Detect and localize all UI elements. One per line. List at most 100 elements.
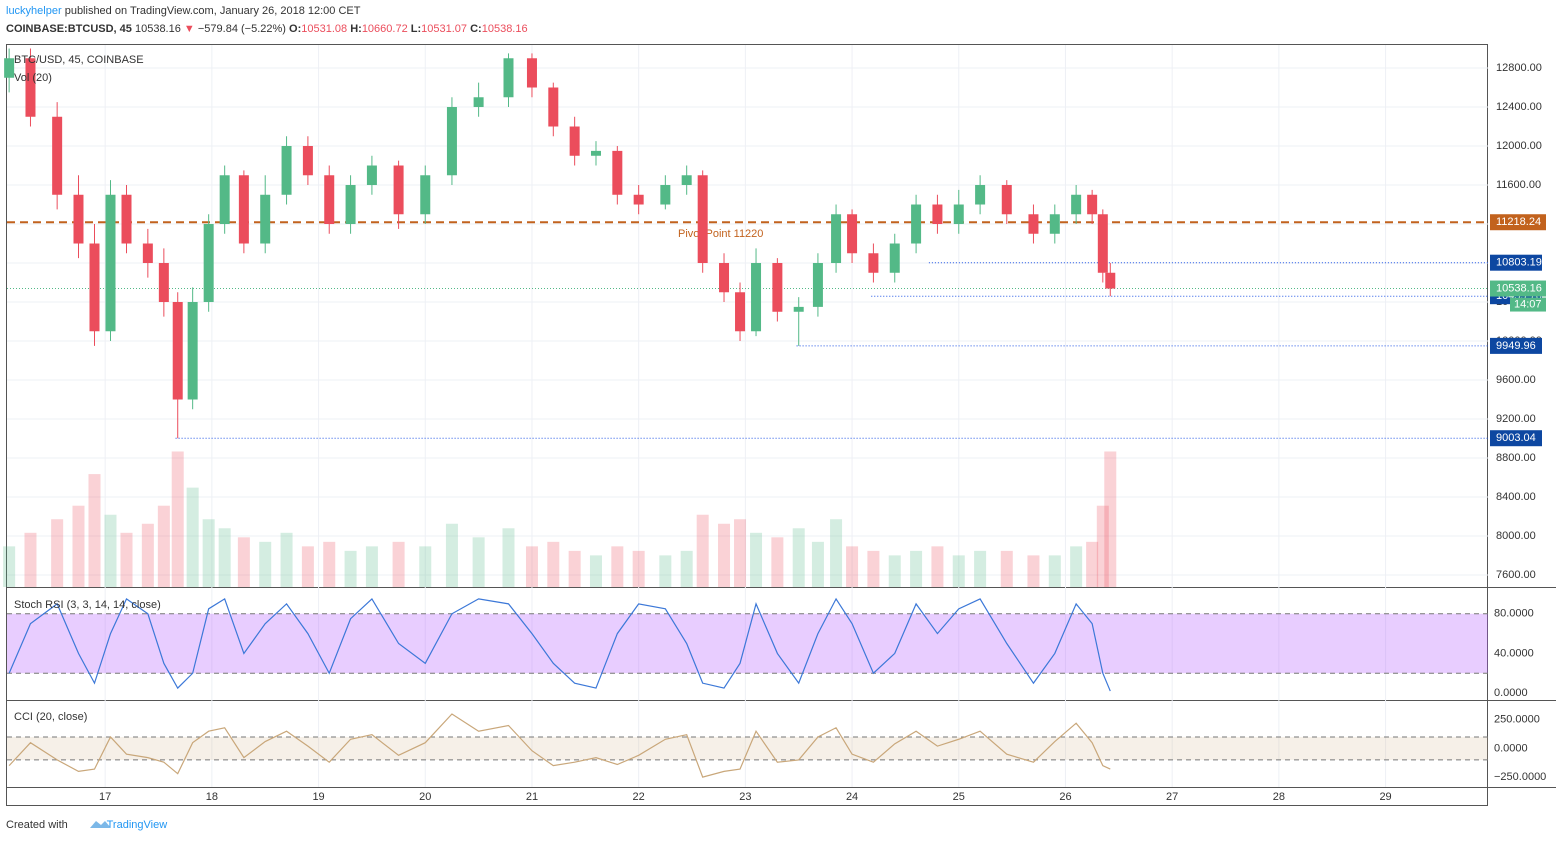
change: −579.84 (−5.22%) xyxy=(198,23,286,35)
volume-bar xyxy=(568,550,581,587)
logo xyxy=(90,821,111,828)
x-tick-label: 21 xyxy=(526,791,538,803)
candle-body xyxy=(260,194,271,244)
candle-body xyxy=(89,243,100,332)
frame xyxy=(6,44,1488,806)
candle-body xyxy=(25,58,36,117)
band xyxy=(7,613,1488,674)
y-tick-label: 8000.00 xyxy=(1496,530,1536,542)
candle-body xyxy=(503,58,514,98)
y-tick-label: 7600.00 xyxy=(1496,569,1536,581)
price-tag xyxy=(1490,280,1546,297)
candle-body xyxy=(681,175,692,186)
y-tick-label: 12800.00 xyxy=(1496,62,1542,74)
x-tick-label: 19 xyxy=(312,791,324,803)
y-tick-label: 8400.00 xyxy=(1496,491,1536,503)
volume-bar xyxy=(811,541,824,587)
y-tick-label: 0.0000 xyxy=(1494,742,1528,754)
candle-body xyxy=(203,224,214,303)
candle-body xyxy=(831,214,842,264)
volume-bar xyxy=(680,550,693,587)
candle-body xyxy=(911,204,922,244)
y-tick-label: 80.0000 xyxy=(1494,608,1534,620)
created: Created with xyxy=(6,819,68,831)
price-tag xyxy=(1490,214,1546,231)
stoch_rsi-line xyxy=(8,597,1111,692)
volume-bar xyxy=(888,555,901,587)
candle-body xyxy=(1087,194,1098,215)
volume-bar xyxy=(472,537,485,587)
price-tag-label: 10538.16 xyxy=(1496,282,1542,294)
candle-body xyxy=(1105,272,1116,289)
volume-bar xyxy=(1096,505,1109,587)
candle-body xyxy=(187,302,198,400)
candle-body xyxy=(52,116,63,195)
volume-bar xyxy=(280,532,293,587)
volume-bar xyxy=(525,546,538,587)
volume-bar xyxy=(72,505,85,587)
volume-bar xyxy=(141,523,154,587)
x-tick-label: 29 xyxy=(1379,791,1391,803)
l-label: L: xyxy=(411,23,421,35)
candle-body xyxy=(366,165,377,186)
volume-bar xyxy=(157,505,170,587)
candle-body xyxy=(793,306,804,312)
candle-body xyxy=(172,302,183,400)
l: 10531.07 xyxy=(421,23,467,35)
candle-body xyxy=(121,194,132,244)
candle-body xyxy=(1001,185,1012,215)
countdown-tag xyxy=(1510,297,1546,312)
candle-body xyxy=(526,58,537,88)
volume-bar xyxy=(696,514,709,587)
price-tag-label: 9949.96 xyxy=(1496,340,1536,352)
o: 10531.08 xyxy=(301,23,347,35)
y-tick-label: 11600.00 xyxy=(1496,179,1541,191)
y-tick-label: 12400.00 xyxy=(1496,101,1542,113)
volume-bar xyxy=(718,523,731,587)
volume-bar xyxy=(547,541,560,587)
volume-bar xyxy=(24,532,37,587)
user[interactable]: luckyhelper xyxy=(6,5,62,17)
volume-bar xyxy=(792,528,805,587)
x-tick-label: 25 xyxy=(953,791,965,803)
volume-bar xyxy=(120,532,133,587)
volume-bar xyxy=(632,550,645,587)
candle-body xyxy=(1028,214,1039,234)
y-tick-label: 9600.00 xyxy=(1496,374,1536,386)
legend: CCI (20, close) xyxy=(14,711,87,723)
last: 10538.16 xyxy=(135,23,181,35)
arrow: ▼ xyxy=(184,23,195,35)
candle-body xyxy=(73,194,84,244)
h-label: H: xyxy=(350,23,362,35)
candle-body xyxy=(446,107,457,176)
x-tick-label: 28 xyxy=(1273,791,1285,803)
volume-bar xyxy=(218,528,231,587)
y-tick-label: 250.0000 xyxy=(1494,714,1540,726)
y-tick-label: 0.0000 xyxy=(1494,687,1528,699)
volume-bar xyxy=(830,519,843,587)
volume-bar xyxy=(419,546,432,587)
candle-body xyxy=(772,263,783,312)
brand[interactable]: TradingView xyxy=(107,819,168,831)
candle-body xyxy=(932,204,943,225)
volume-bar xyxy=(1104,451,1117,587)
c: 10538.16 xyxy=(482,23,528,35)
band xyxy=(7,736,1488,760)
x-tick-label: 23 xyxy=(739,791,751,803)
volume-bar xyxy=(104,514,117,587)
candle-body xyxy=(719,263,730,293)
h: 10660.72 xyxy=(362,23,408,35)
volume-bar xyxy=(3,546,16,587)
symbol: COINBASE:BTCUSD, 45 xyxy=(6,23,132,35)
candle-body xyxy=(1097,214,1108,273)
x-tick-label: 17 xyxy=(99,791,111,803)
y-tick-label: 40.0000 xyxy=(1494,647,1534,659)
candle-body xyxy=(238,175,249,244)
volume-bar xyxy=(771,537,784,587)
candle-body xyxy=(1049,214,1060,234)
candle-body xyxy=(868,253,879,273)
volume-bar xyxy=(323,541,336,587)
cci-line xyxy=(8,713,1111,778)
volume-bar xyxy=(237,537,250,587)
candle-body xyxy=(4,58,15,78)
